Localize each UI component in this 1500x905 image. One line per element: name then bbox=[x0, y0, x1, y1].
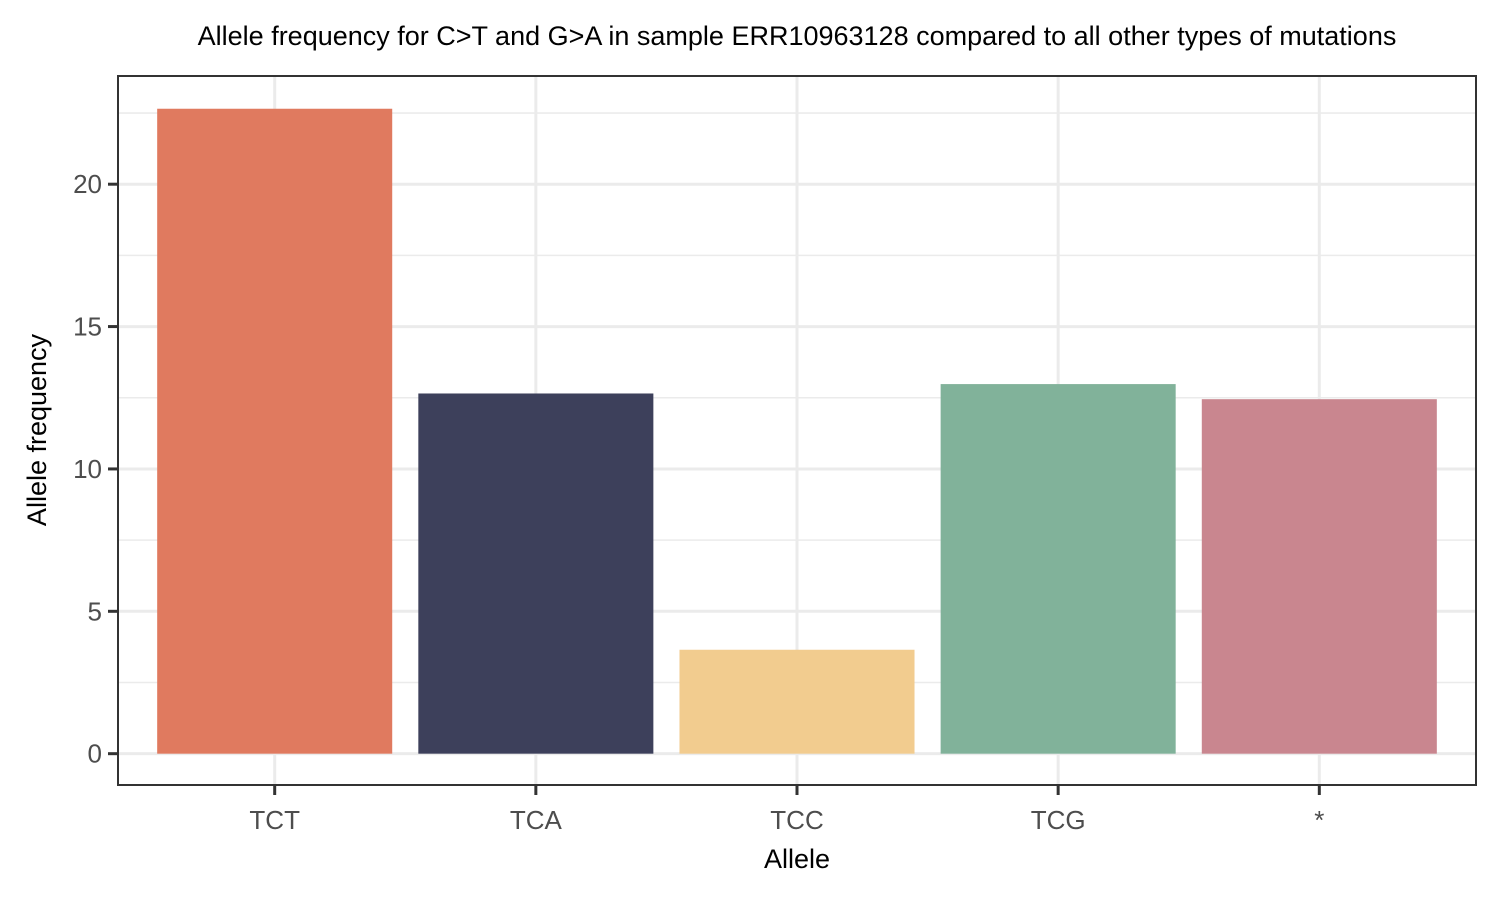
y-tick-label: 20 bbox=[73, 169, 102, 199]
x-tick-label: * bbox=[1314, 805, 1324, 835]
x-tick-label: TCT bbox=[249, 805, 300, 835]
bars bbox=[157, 108, 1437, 754]
axes: 0 5 10 15 20 TCT TCA TCC TCG * bbox=[73, 169, 1324, 835]
chart-title: Allele frequency for C>T and G>A in samp… bbox=[198, 21, 1397, 51]
y-axis-title: Allele frequency bbox=[22, 333, 52, 526]
bar-tcc bbox=[679, 649, 915, 754]
bar-tct bbox=[157, 108, 393, 754]
bar-tcg bbox=[940, 384, 1176, 754]
x-axis-title: Allele bbox=[764, 844, 830, 874]
bar-other bbox=[1201, 399, 1437, 754]
x-tick-label: TCC bbox=[770, 805, 823, 835]
y-tick-label: 5 bbox=[88, 596, 102, 626]
y-tick-label: 10 bbox=[73, 454, 102, 484]
bar-tca bbox=[418, 393, 654, 754]
x-tick-label: TCA bbox=[510, 805, 563, 835]
y-tick-label: 0 bbox=[88, 739, 102, 769]
x-tick-label: TCG bbox=[1031, 805, 1086, 835]
y-tick-label: 15 bbox=[73, 312, 102, 342]
